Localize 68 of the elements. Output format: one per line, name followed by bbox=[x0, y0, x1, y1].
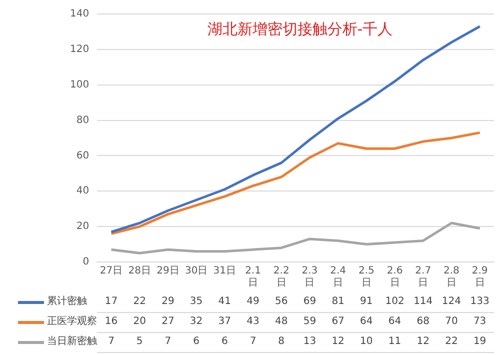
y-tick-label: 100 bbox=[70, 79, 90, 90]
data-label: 59 bbox=[296, 312, 324, 333]
x-tick-label: 2.7日 bbox=[415, 266, 432, 289]
x-tick-label: 2.5日 bbox=[358, 266, 374, 289]
data-label: 12 bbox=[324, 332, 352, 353]
y-tick-label: 120 bbox=[70, 44, 90, 56]
data-label: 17 bbox=[97, 292, 126, 313]
x-tick-label: 2.6日 bbox=[386, 266, 403, 289]
data-label: 124 bbox=[437, 292, 466, 313]
y-tick-label: 60 bbox=[76, 150, 90, 162]
x-tick-label: 2.1日 bbox=[245, 266, 261, 289]
data-label: 49 bbox=[238, 292, 268, 313]
x-tick-label: 29日 bbox=[156, 266, 180, 277]
data-label: 133 bbox=[466, 292, 494, 313]
data-label: 12 bbox=[408, 332, 438, 353]
y-tick-label: 20 bbox=[76, 221, 90, 232]
data-label: 22 bbox=[125, 292, 154, 313]
chart-title: 湖北新增密切接触分析-千人 bbox=[206, 20, 394, 39]
data-label: 11 bbox=[380, 332, 409, 353]
data-label: 41 bbox=[210, 292, 239, 313]
data-label: 43 bbox=[238, 312, 268, 333]
data-label: 70 bbox=[437, 312, 466, 333]
y-tick-label: 80 bbox=[76, 114, 90, 126]
data-label: 69 bbox=[296, 292, 324, 313]
data-label: 37 bbox=[210, 312, 239, 333]
data-label: 8 bbox=[267, 332, 296, 353]
x-tick-label: 30日 bbox=[184, 266, 208, 277]
data-label: 68 bbox=[408, 312, 438, 333]
data-label: 7 bbox=[154, 332, 182, 353]
data-label: 20 bbox=[125, 312, 154, 333]
x-tick-label: 2.3日 bbox=[302, 266, 318, 289]
data-label: 64 bbox=[380, 312, 409, 333]
data-label: 27 bbox=[154, 312, 182, 333]
data-label: 6 bbox=[210, 332, 239, 353]
data-label: 102 bbox=[380, 292, 409, 313]
x-tick-label: 27日 bbox=[100, 266, 123, 277]
data-label: 13 bbox=[296, 332, 324, 353]
data-label: 48 bbox=[267, 312, 296, 333]
data-label: 16 bbox=[97, 312, 126, 333]
x-tick-label: 2.4日 bbox=[330, 266, 346, 289]
data-label: 114 bbox=[408, 292, 438, 313]
data-label: 10 bbox=[352, 332, 381, 353]
data-label: 91 bbox=[352, 292, 381, 313]
data-label: 81 bbox=[324, 292, 352, 313]
data-label: 35 bbox=[182, 292, 210, 313]
data-label: 7 bbox=[97, 332, 126, 353]
data-label: 73 bbox=[466, 312, 494, 333]
data-label: 64 bbox=[352, 312, 381, 333]
data-label: 19 bbox=[466, 332, 494, 353]
data-label: 6 bbox=[182, 332, 210, 353]
data-label: 56 bbox=[267, 292, 296, 313]
legend-label: 正医学观察 bbox=[47, 314, 97, 329]
legend-label: 累计密触 bbox=[47, 294, 87, 309]
x-tick-label: 28日 bbox=[128, 266, 151, 277]
x-tick-label: 2.9日 bbox=[472, 266, 488, 289]
legend-label: 当日新密触 bbox=[47, 334, 97, 349]
data-label: 5 bbox=[125, 332, 154, 353]
y-tick-label: 140 bbox=[70, 8, 90, 20]
data-label: 32 bbox=[182, 312, 210, 333]
data-label: 67 bbox=[324, 312, 352, 333]
data-label: 7 bbox=[238, 332, 268, 353]
y-tick-label: 0 bbox=[82, 256, 90, 268]
data-label: 29 bbox=[154, 292, 182, 313]
x-tick-label: 2.8日 bbox=[444, 266, 460, 289]
y-tick-label: 40 bbox=[76, 186, 90, 197]
x-tick-label: 31日 bbox=[213, 266, 236, 277]
x-tick-label: 2.2日 bbox=[273, 266, 290, 289]
data-label: 22 bbox=[437, 332, 466, 353]
